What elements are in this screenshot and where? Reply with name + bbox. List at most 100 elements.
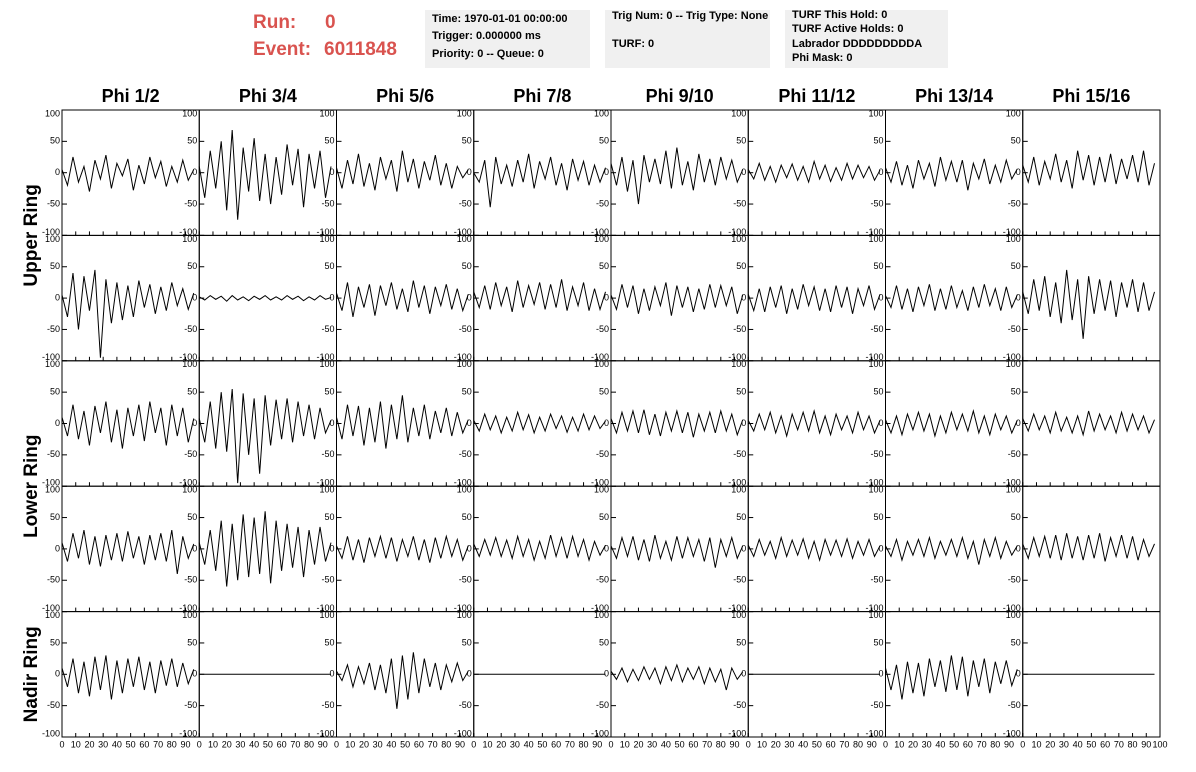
y-tick-label: -100 — [728, 603, 746, 613]
waveform — [198, 130, 332, 220]
y-tick-label: -50 — [1008, 324, 1021, 334]
x-tick-label: 60 — [414, 739, 424, 749]
y-tick-label: -100 — [454, 352, 472, 362]
info-box — [425, 10, 590, 68]
y-tick-label: 0 — [878, 543, 883, 553]
y-tick-label: 100 — [45, 485, 60, 495]
x-tick-label: 10 — [208, 739, 218, 749]
y-tick-label: 50 — [462, 261, 472, 271]
x-tick-label: 20 — [633, 739, 643, 749]
y-tick-label: -100 — [865, 728, 883, 738]
y-tick-label: 100 — [319, 359, 334, 369]
y-tick-label: 50 — [462, 387, 472, 397]
y-tick-label: -50 — [870, 575, 883, 585]
x-tick-label: 10 — [345, 739, 355, 749]
x-tick-label: 50 — [126, 739, 136, 749]
y-tick-label: 0 — [467, 543, 472, 553]
y-tick-label: 50 — [324, 387, 334, 397]
waveform — [747, 284, 881, 314]
y-tick-label: 100 — [182, 610, 197, 620]
x-tick-label: 100 — [1152, 739, 1167, 749]
waveform — [473, 410, 606, 435]
waveform — [473, 153, 606, 208]
waveform — [610, 282, 744, 316]
y-tick-label: 50 — [324, 136, 334, 146]
row-label: Upper Ring — [21, 184, 42, 286]
y-tick-label: -100 — [179, 352, 197, 362]
info-line: TURF Active Holds: 0 — [792, 23, 903, 35]
x-tick-label: 80 — [1128, 739, 1138, 749]
y-tick-label: -50 — [184, 324, 197, 334]
y-tick-label: -100 — [591, 603, 609, 613]
y-tick-label: 100 — [731, 108, 746, 118]
y-tick-label: 100 — [319, 108, 334, 118]
y-tick-label: 100 — [457, 610, 472, 620]
y-tick-label: -100 — [42, 478, 60, 488]
y-tick-label: -100 — [179, 227, 197, 237]
y-tick-label: -50 — [596, 449, 609, 459]
y-tick-label: 0 — [741, 543, 746, 553]
panel-frame — [198, 109, 337, 236]
y-tick-label: 0 — [878, 669, 883, 679]
y-tick-label: -50 — [870, 324, 883, 334]
y-tick-label: -50 — [184, 700, 197, 710]
y-tick-label: 0 — [1016, 543, 1021, 553]
panel-frame — [61, 485, 200, 613]
column-title: Phi 9/10 — [646, 86, 714, 106]
y-tick-label: 50 — [187, 637, 197, 647]
y-tick-label: -50 — [47, 324, 60, 334]
row-label: Nadir Ring — [21, 626, 42, 722]
y-tick-label: -50 — [733, 575, 746, 585]
y-tick-label: 0 — [329, 543, 334, 553]
y-tick-label: 100 — [731, 359, 746, 369]
waveform — [198, 388, 332, 484]
y-tick-label: 0 — [741, 418, 746, 428]
y-tick-label: 0 — [55, 167, 60, 177]
run-label: Run: — [253, 12, 296, 33]
y-tick-label: 0 — [329, 292, 334, 302]
waveform — [610, 147, 744, 205]
x-tick-label: 10 — [71, 739, 81, 749]
x-tick-label: 80 — [304, 739, 314, 749]
event-label: Event: — [253, 39, 311, 60]
y-tick-label: 100 — [731, 234, 746, 244]
x-tick-label: 20 — [359, 739, 369, 749]
panel-frame — [747, 109, 886, 236]
y-tick-label: -100 — [865, 478, 883, 488]
y-tick-label: 100 — [182, 485, 197, 495]
y-tick-label: 0 — [55, 543, 60, 553]
x-tick-label: 40 — [524, 739, 534, 749]
y-tick-label: -50 — [459, 575, 472, 585]
waveform — [747, 159, 881, 184]
y-tick-label: 0 — [55, 292, 60, 302]
y-tick-label: 100 — [868, 108, 883, 118]
y-tick-label: -50 — [184, 575, 197, 585]
y-tick-label: 100 — [594, 485, 609, 495]
y-tick-label: -50 — [459, 449, 472, 459]
y-tick-label: 100 — [731, 485, 746, 495]
waveform — [473, 534, 606, 563]
y-tick-label: 0 — [192, 167, 197, 177]
x-tick-label: 40 — [386, 739, 396, 749]
y-tick-label: -50 — [321, 324, 334, 334]
x-tick-label: 50 — [400, 739, 410, 749]
y-tick-label: 100 — [319, 610, 334, 620]
y-tick-label: -50 — [870, 449, 883, 459]
y-tick-label: 50 — [599, 261, 609, 271]
x-tick-label: 10 — [620, 739, 630, 749]
x-tick-label: 30 — [647, 739, 657, 749]
y-tick-label: 100 — [45, 234, 60, 244]
y-tick-label: 50 — [50, 261, 60, 271]
panel-frame — [1022, 360, 1161, 487]
x-tick-label: 90 — [1141, 739, 1151, 749]
x-tick-label: 80 — [990, 739, 1000, 749]
column-title: Phi 1/2 — [102, 86, 160, 106]
y-tick-label: -100 — [454, 603, 472, 613]
waveform — [61, 269, 195, 358]
y-tick-label: 50 — [324, 261, 334, 271]
waveform — [61, 655, 195, 700]
y-tick-label: -100 — [454, 728, 472, 738]
x-tick-label: 40 — [249, 739, 259, 749]
x-tick-label: 30 — [510, 739, 520, 749]
info-line: Trigger: 0.000000 ms — [432, 30, 541, 42]
